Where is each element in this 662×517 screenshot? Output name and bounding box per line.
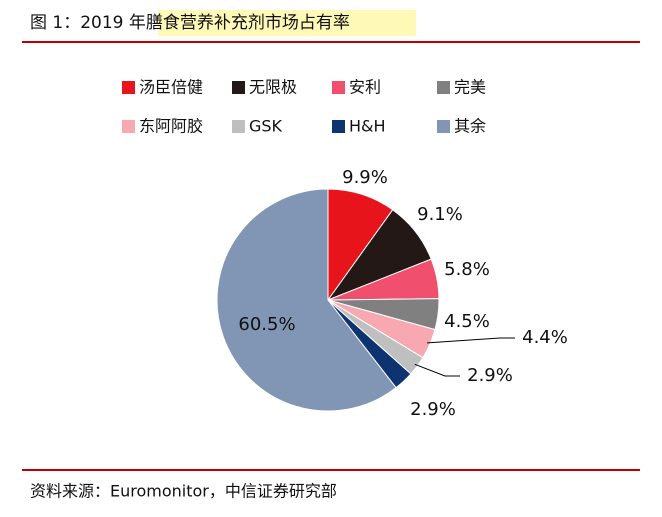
value-label: 4.5% <box>444 311 490 332</box>
legend-swatch <box>232 120 245 133</box>
value-label: 4.4% <box>522 327 568 348</box>
legend-label: 东阿阿胶 <box>139 117 203 136</box>
legend-swatch <box>332 81 345 94</box>
value-label: 9.1% <box>417 204 463 225</box>
legend-swatch <box>122 120 135 133</box>
source-note: 资料来源：Euromonitor，中信证券研究部 <box>30 482 337 501</box>
legend-label: 其余 <box>454 117 486 136</box>
leader-line <box>414 363 460 377</box>
leader-line <box>427 337 515 344</box>
legend-swatch <box>122 81 135 94</box>
value-label: 2.9% <box>410 399 456 420</box>
chart-title: 图 1：2019 年膳食营养补充剂市场占有率 <box>30 13 350 33</box>
value-label: 9.9% <box>342 167 388 188</box>
legend-swatch <box>232 81 245 94</box>
value-label: 2.9% <box>467 365 513 386</box>
legend-label: H&H <box>349 117 386 136</box>
legend-label: 安利 <box>349 78 381 97</box>
legend-swatch <box>437 120 450 133</box>
pie-slice <box>216 188 397 412</box>
legend-swatch <box>437 81 450 94</box>
legend-swatch <box>332 120 345 133</box>
legend-label: GSK <box>249 117 283 136</box>
value-label: 60.5% <box>238 314 295 335</box>
value-label: 5.8% <box>444 259 490 280</box>
legend-label: 汤臣倍健 <box>139 78 203 97</box>
legend-label: 无限极 <box>249 78 297 97</box>
legend-label: 完美 <box>454 78 486 97</box>
title-highlight <box>158 10 416 36</box>
